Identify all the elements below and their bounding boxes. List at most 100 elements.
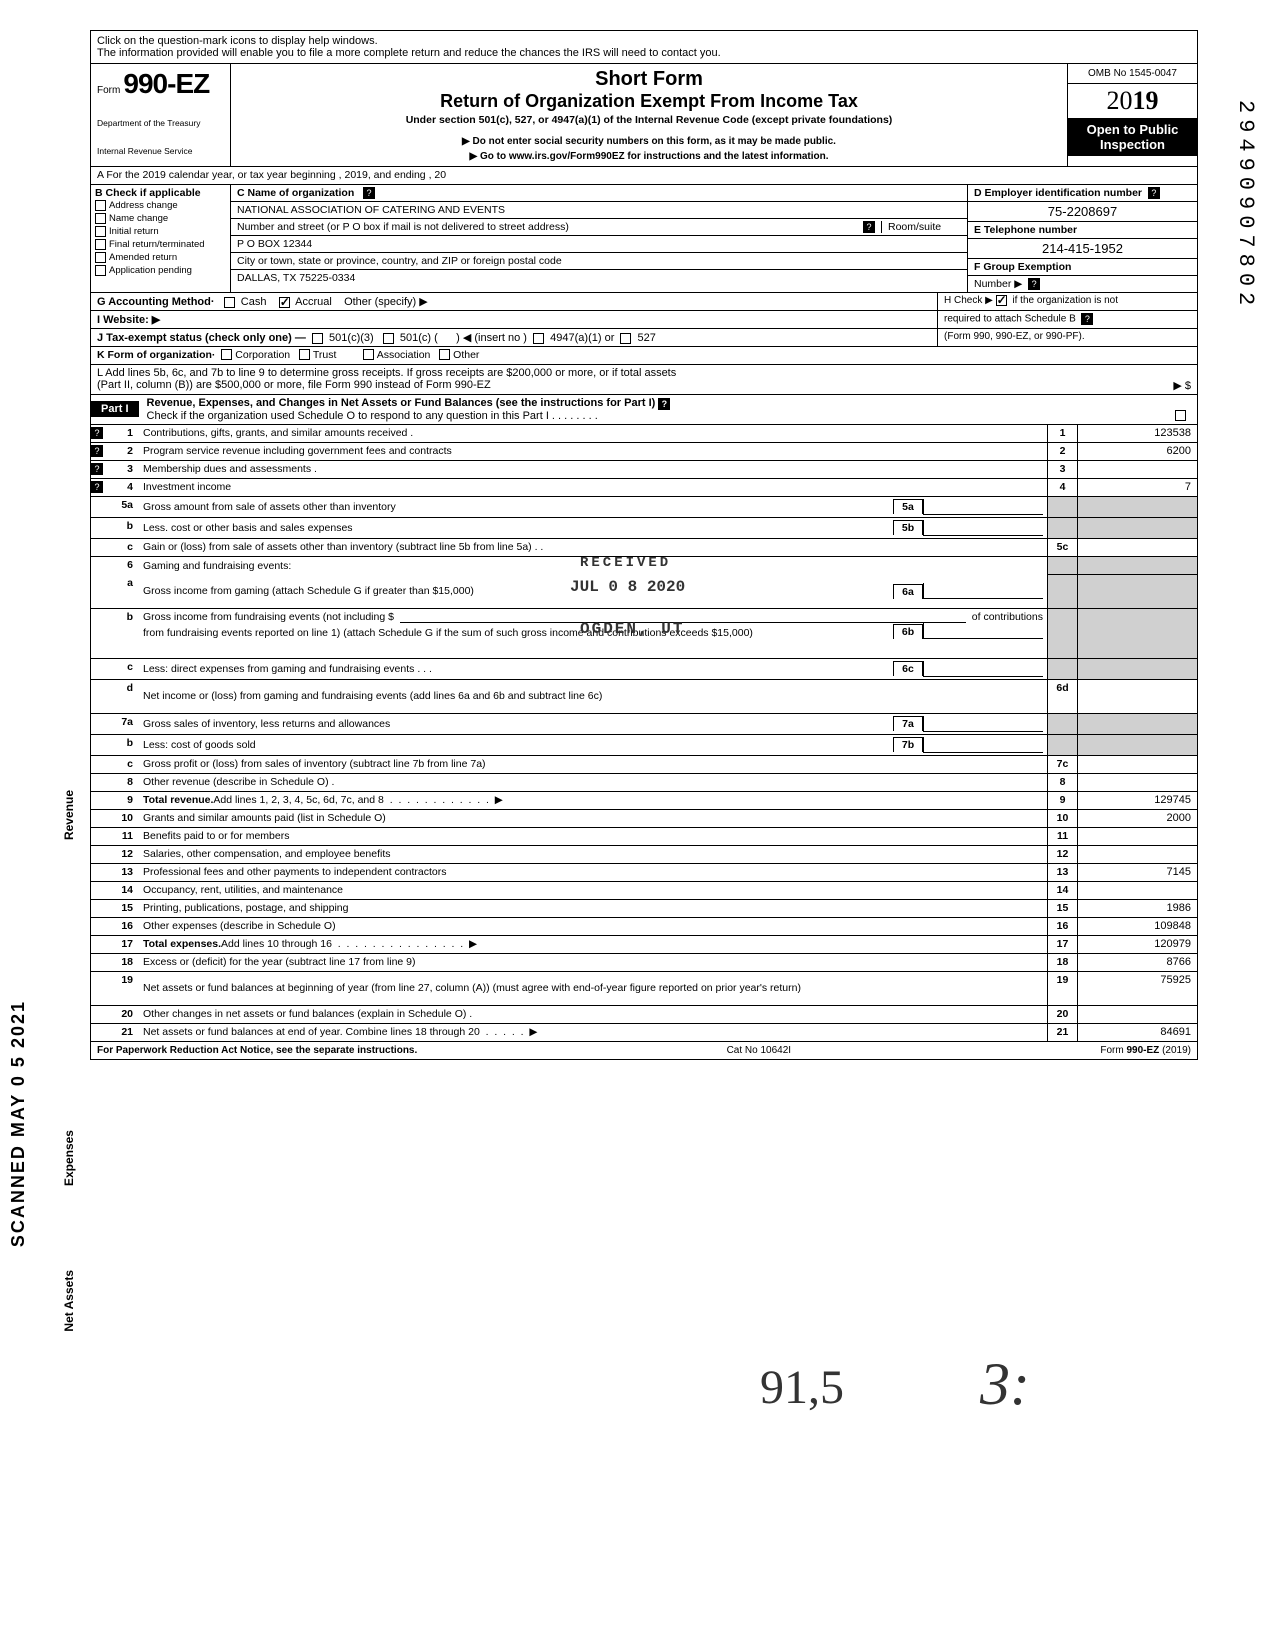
f-label2-text: Number ▶ [974,278,1022,290]
line-amt: 109848 [1077,918,1197,935]
street-label: Number and street (or P O box if mail is… [237,221,863,233]
line-no: 13 [109,864,139,881]
dept2: Internal Revenue Service [97,146,224,156]
line-box-no: 11 [1047,828,1077,845]
arrow2: ▶ Go to www.irs.gov/Form990EZ for instru… [237,151,1061,162]
handwriting-1: 91,5 [760,1360,844,1415]
footer-mid: Cat No 10642I [727,1045,792,1056]
help-icon[interactable]: ? [91,463,103,475]
check-amended[interactable]: Amended return [95,251,226,264]
short-form: Short Form [237,68,1061,91]
scanned-stamp: SCANNED MAY 0 5 2021 [8,1000,29,1247]
check-cash[interactable] [224,297,235,308]
line-no: 5a [109,497,139,517]
line-6d: dNet income or (loss) from gaming and fu… [91,680,1197,714]
check-accrual[interactable] [279,297,290,308]
help-icon[interactable]: ? [363,187,375,199]
check-address[interactable]: Address change [95,199,226,212]
line-desc: Membership dues and assessments . [139,461,1047,478]
line-11: 11Benefits paid to or for members11 [91,828,1197,846]
part1-title-text: Revenue, Expenses, and Changes in Net As… [147,397,656,409]
line-amt [1077,846,1197,863]
line-amt: 6200 [1077,443,1197,460]
footer-right: Form 990-EZ (2019) [1100,1045,1191,1056]
k-opt4: Other [453,349,479,362]
check-final-label: Final return/terminated [109,239,205,250]
col-d: D Employer identification number ? 75-22… [967,185,1197,292]
line-box-no: 16 [1047,918,1077,935]
tax-year: 2019 [1068,84,1197,118]
d-label: D Employer identification number [974,187,1142,199]
help-icon[interactable]: ? [1028,278,1040,290]
help-icon[interactable]: ? [658,398,670,410]
line-9: 9Total revenue. Add lines 1, 2, 3, 4, 5c… [91,792,1197,810]
f-label: F Group Exemption [968,259,1197,276]
check-schedo[interactable] [1175,410,1186,421]
line-16: 16Other expenses (describe in Schedule O… [91,918,1197,936]
check-trust[interactable] [299,349,310,360]
check-address-label: Address change [109,200,178,211]
org-name: NATIONAL ASSOCIATION OF CATERING AND EVE… [231,202,967,219]
line-box-gray [1047,557,1077,575]
line-box-no: 15 [1047,900,1077,917]
line-box-no: 12 [1047,846,1077,863]
line-no: d [109,680,139,713]
line-no: 18 [109,954,139,971]
line-2: ?2Program service revenue including gove… [91,443,1197,461]
line-8: 8Other revenue (describe in Schedule O) … [91,774,1197,792]
line-k: K Form of organization· Corporation Trus… [91,347,1197,365]
line-box-gray [1047,518,1077,538]
form-number: 990-EZ [123,68,209,99]
h-text1: H Check ▶ [944,296,993,307]
open-public: Open to Public Inspection [1068,118,1197,156]
line-box-no: 13 [1047,864,1077,881]
form-word: Form [97,85,120,96]
help-icon[interactable]: ? [91,445,103,457]
inner-box: 6c [893,661,923,676]
help-icon[interactable]: ? [91,481,103,493]
check-final[interactable]: Final return/terminated [95,238,226,251]
help-icon[interactable]: ? [863,221,875,233]
line-amt [1077,539,1197,556]
check-h[interactable] [996,295,1007,306]
line-desc: Less: direct expenses from gaming and fu… [139,659,1047,679]
room-label: Room/suite [881,221,961,233]
check-527[interactable] [620,333,631,344]
check-pending[interactable]: Application pending [95,264,226,277]
line-box-gray [1047,659,1077,679]
h-text2: if the organization is not [1012,296,1118,307]
check-501c3[interactable] [312,333,323,344]
line-desc: Contributions, gifts, grants, and simila… [139,425,1047,442]
line-h2: required to attach Schedule B ? [937,311,1197,328]
j-opt2: 501(c) ( [400,332,438,344]
line-no: c [109,539,139,556]
line-20: 20Other changes in net assets or fund ba… [91,1006,1197,1024]
check-corp[interactable] [221,349,232,360]
check-name[interactable]: Name change [95,212,226,225]
line-no: 7a [109,714,139,734]
line-box-no: 5c [1047,539,1077,556]
line-box-no: 1 [1047,425,1077,442]
other-label: Other (specify) ▶ [344,296,428,308]
check-other[interactable] [439,349,450,360]
handwriting-2: 3: [980,1350,1030,1419]
k-label: K Form of organization· [97,349,215,362]
line-amt [1077,461,1197,478]
line-3: ?3Membership dues and assessments .3 [91,461,1197,479]
line-a: A For the 2019 calendar year, or tax yea… [91,167,1197,185]
row-ih: I Website: ▶ required to attach Schedule… [91,311,1197,329]
check-initial[interactable]: Initial return [95,225,226,238]
header-mid: Short Form Return of Organization Exempt… [231,64,1067,166]
line-7b: bLess: cost of goods sold7b [91,735,1197,756]
line-no: 12 [109,846,139,863]
line-no: 14 [109,882,139,899]
line-box-no: 7c [1047,756,1077,773]
help-icon[interactable]: ? [1081,313,1093,325]
help-icon[interactable]: ? [1148,187,1160,199]
check-4947[interactable] [533,333,544,344]
help-icon[interactable]: ? [91,427,103,439]
check-assoc[interactable] [363,349,374,360]
check-501c[interactable] [383,333,394,344]
line-box-gray [1047,714,1077,734]
b-label: B Check if applicable [95,187,226,199]
